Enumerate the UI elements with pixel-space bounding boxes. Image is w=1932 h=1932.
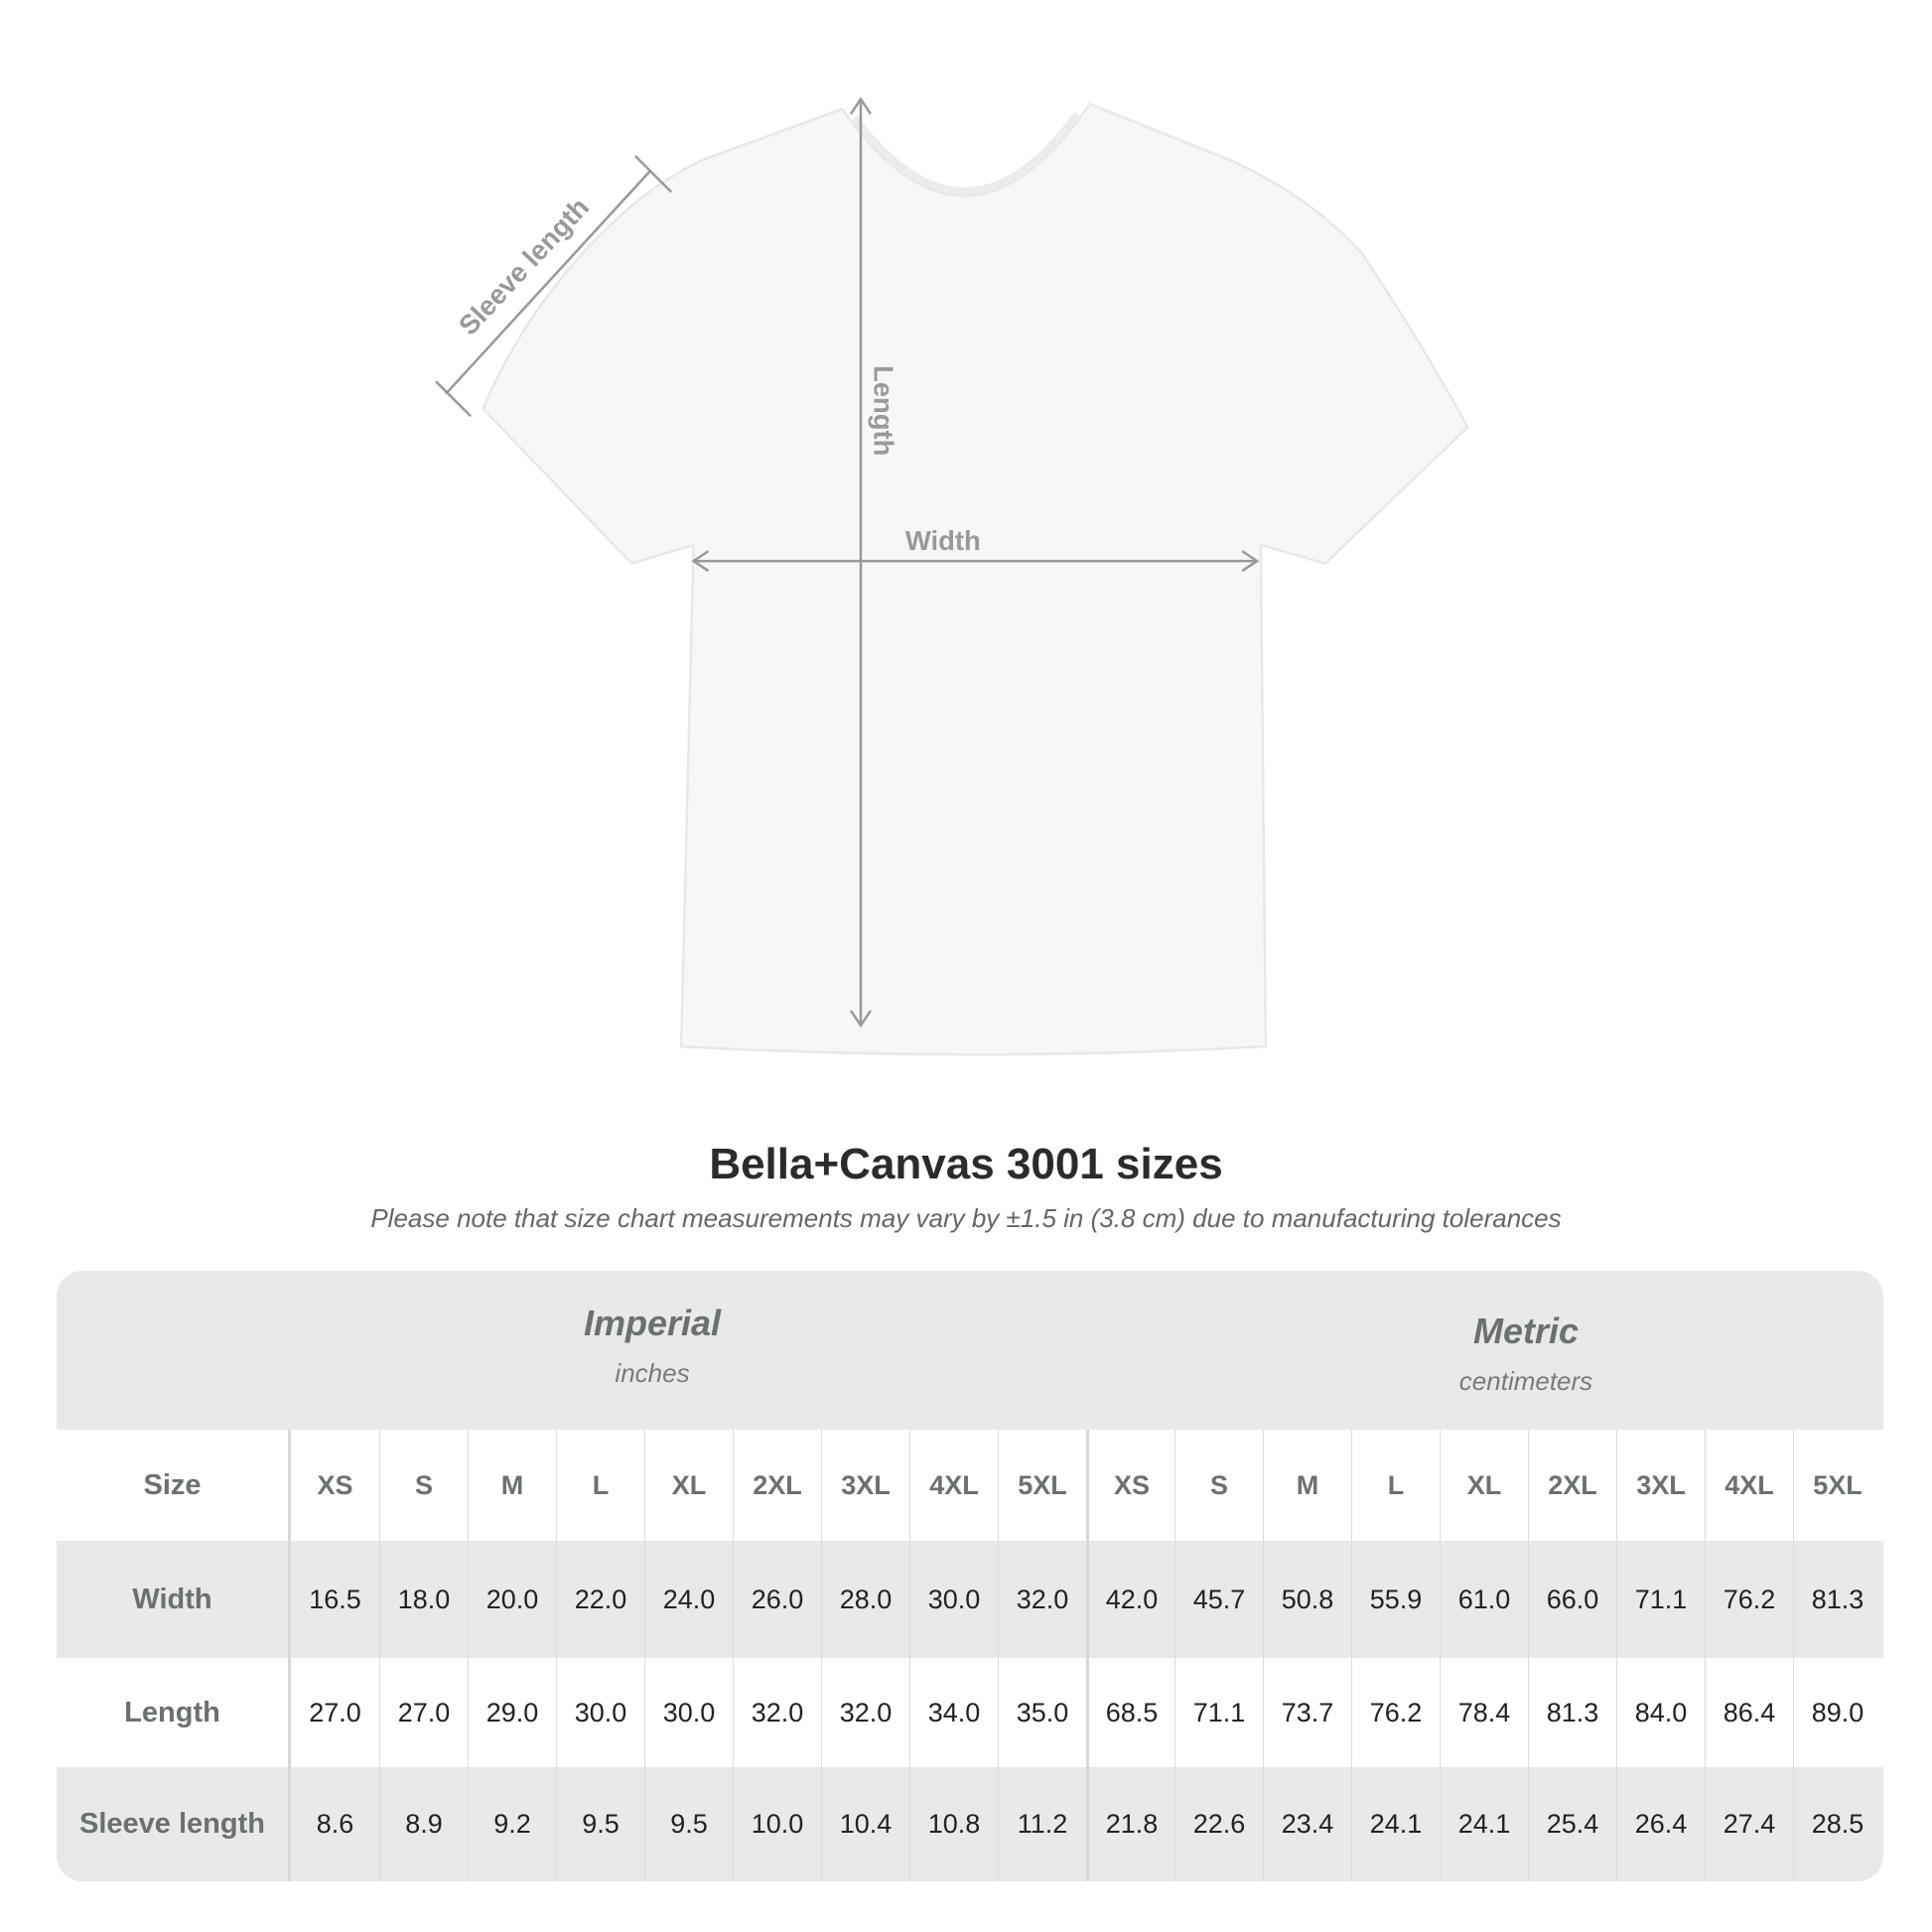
size-header-row: Size XS S M L XL 2XL 3XL 4XL 5XL XS S M L XL 2XL 3XL 4XL 5… — [57, 1430, 1883, 1541]
value-cell: 11.2 — [998, 1767, 1086, 1881]
value-cell: 42.0 — [1086, 1541, 1174, 1658]
value-cell: 35.0 — [998, 1658, 1086, 1767]
row-label: Length — [57, 1658, 291, 1767]
value-cell: 76.2 — [1705, 1541, 1793, 1658]
value-cell: 28.5 — [1793, 1767, 1881, 1881]
size-header-cell: XL — [644, 1430, 733, 1541]
value-cell: 8.6 — [316, 1809, 354, 1839]
value-cell: 66.0 — [1528, 1541, 1616, 1658]
value-cell: 22.6 — [1174, 1767, 1263, 1881]
value-cell: 24.1 — [1440, 1767, 1528, 1881]
value-cell: 9.5 — [644, 1767, 733, 1881]
value-cell: 26.4 — [1616, 1767, 1705, 1881]
size-header-cell: L — [556, 1430, 644, 1541]
value-cell: 32.0 — [733, 1658, 821, 1767]
value-cell: 24.1 — [1351, 1767, 1440, 1881]
value-cell: 50.8 — [1263, 1541, 1351, 1658]
value-cell: 61.0 — [1440, 1541, 1528, 1658]
value-cell: 45.7 — [1174, 1541, 1263, 1658]
size-header-cell: XL — [1440, 1430, 1528, 1541]
imperial-header: Imperial inches — [354, 1303, 950, 1389]
tshirt-image — [482, 102, 1469, 1056]
size-header-cell: XS — [1086, 1430, 1174, 1541]
size-header-cell: 5XL — [1793, 1430, 1881, 1541]
value-cell: 30.0 — [644, 1658, 733, 1767]
value-cell: 24.0 — [644, 1541, 733, 1658]
value-cell: 10.4 — [821, 1767, 909, 1881]
value-cell: 16.5 — [309, 1584, 361, 1614]
table-row: Sleeve length 8.6 8.9 9.2 9.5 9.5 10.0 10.4 10.8… — [57, 1767, 1883, 1881]
value-cell: 25.4 — [1528, 1767, 1616, 1881]
value-cell: 30.0 — [556, 1658, 644, 1767]
size-header-cell: 4XL — [1705, 1430, 1793, 1541]
value-cell: 21.8 — [1086, 1767, 1174, 1881]
value-cell: 27.4 — [1705, 1767, 1793, 1881]
row-label: Size — [57, 1430, 291, 1541]
value-cell: 32.0 — [821, 1658, 909, 1767]
value-cell: 34.0 — [909, 1658, 998, 1767]
value-cell: 23.4 — [1263, 1767, 1351, 1881]
page-title: Bella+Canvas 3001 sizes — [709, 1140, 1223, 1188]
row-label: Width — [57, 1541, 291, 1658]
table-row: Width 16.5 18.0 20.0 22.0 24.0 26.0 28.0 30.0 32.… — [57, 1541, 1883, 1658]
row-label: Sleeve length — [57, 1767, 291, 1881]
value-cell: 84.0 — [1616, 1658, 1705, 1767]
size-header-cell: XS — [317, 1469, 353, 1500]
metric-unit: centimeters — [1458, 1366, 1593, 1396]
value-cell: 18.0 — [379, 1541, 468, 1658]
size-header-cell: M — [1263, 1430, 1351, 1541]
imperial-title: Imperial — [583, 1303, 722, 1343]
value-cell: 81.3 — [1793, 1541, 1881, 1658]
size-table: Imperial inches Metric centimeters Size X… — [57, 1271, 1883, 1881]
value-cell: 71.1 — [1616, 1541, 1705, 1658]
size-header-cell: S — [1174, 1430, 1263, 1541]
value-cell: 30.0 — [909, 1541, 998, 1658]
size-header-cell: 5XL — [998, 1430, 1086, 1541]
size-header-cell: M — [468, 1430, 556, 1541]
value-cell: 20.0 — [468, 1541, 556, 1658]
value-cell: 29.0 — [468, 1658, 556, 1767]
value-cell: 86.4 — [1705, 1658, 1793, 1767]
value-cell: 26.0 — [733, 1541, 821, 1658]
value-cell: 68.5 — [1086, 1658, 1174, 1767]
value-cell: 27.0 — [309, 1697, 361, 1727]
size-header-cell: 2XL — [733, 1430, 821, 1541]
table-row: Length 27.0 27.0 29.0 30.0 30.0 32.0 32.0 34.0 35… — [57, 1658, 1883, 1767]
tolerance-note: Please note that size chart measurements… — [370, 1203, 1562, 1233]
size-header-cell: 2XL — [1528, 1430, 1616, 1541]
width-label: Width — [905, 525, 981, 556]
value-cell: 9.5 — [556, 1767, 644, 1881]
sleeve-measure-line — [445, 170, 651, 395]
value-cell: 76.2 — [1351, 1658, 1440, 1767]
size-header-cell: L — [1351, 1430, 1440, 1541]
value-cell: 78.4 — [1440, 1658, 1528, 1767]
size-header-cell: 3XL — [1616, 1430, 1705, 1541]
value-cell: 8.9 — [379, 1767, 468, 1881]
value-cell: 9.2 — [468, 1767, 556, 1881]
length-label: Length — [869, 365, 899, 456]
value-cell: 10.0 — [733, 1767, 821, 1881]
value-cell: 81.3 — [1528, 1658, 1616, 1767]
value-cell: 89.0 — [1793, 1658, 1881, 1767]
metric-title: Metric — [1472, 1311, 1580, 1351]
size-header-cell: 3XL — [821, 1430, 909, 1541]
metric-header: Metric centimeters — [1228, 1311, 1824, 1397]
value-cell: 28.0 — [821, 1541, 909, 1658]
size-header-cell: S — [379, 1430, 468, 1541]
unit-header-band: Imperial inches Metric centimeters — [57, 1271, 1883, 1430]
value-cell: 73.7 — [1263, 1658, 1351, 1767]
value-cell: 27.0 — [379, 1658, 468, 1767]
value-cell: 55.9 — [1351, 1541, 1440, 1658]
imperial-unit: inches — [615, 1358, 690, 1388]
size-header-cell: 4XL — [909, 1430, 998, 1541]
value-cell: 22.0 — [556, 1541, 644, 1658]
value-cell: 71.1 — [1174, 1658, 1263, 1767]
value-cell: 10.8 — [909, 1767, 998, 1881]
value-cell: 32.0 — [998, 1541, 1086, 1658]
